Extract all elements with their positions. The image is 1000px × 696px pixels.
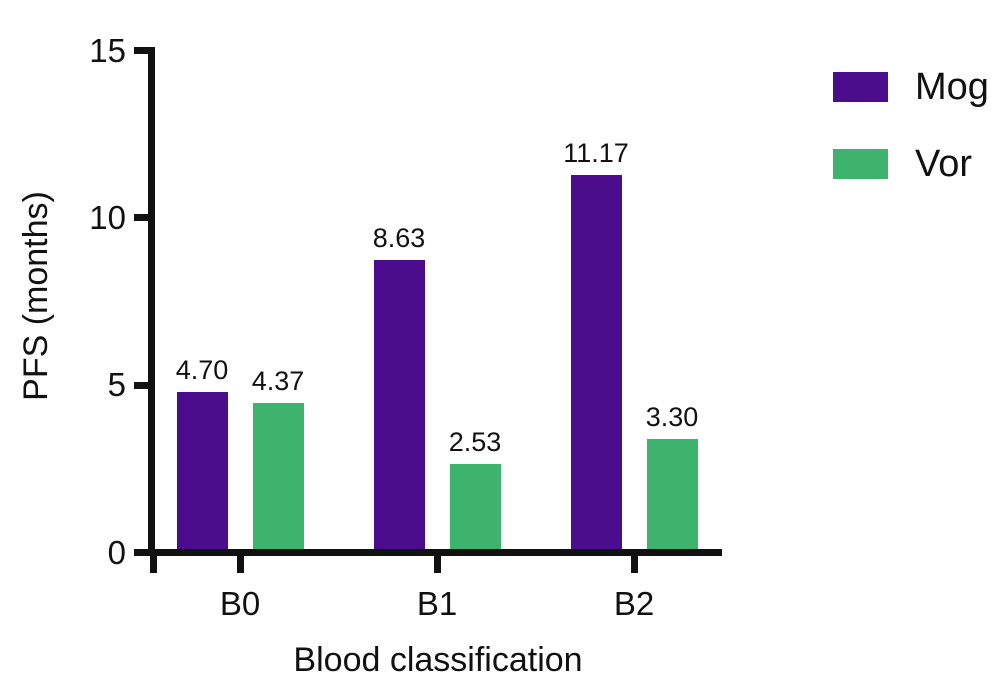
legend-item-mog: Mog xyxy=(833,68,989,106)
x-origin-tick xyxy=(150,556,157,573)
category-label: B2 xyxy=(613,585,655,622)
bar-mog-b2 xyxy=(570,175,622,549)
y-tick-label: 0 xyxy=(107,533,126,571)
y-tick-label: 5 xyxy=(107,366,126,404)
bar-value-label: 2.53 xyxy=(448,427,502,458)
x-tick xyxy=(236,556,244,573)
x-tick xyxy=(433,556,441,573)
y-axis-title: PFS (months) xyxy=(17,191,55,401)
bar-mog-b1 xyxy=(373,260,425,549)
bar-value-label: 8.63 xyxy=(372,223,426,254)
legend-item-vor: Vor xyxy=(833,145,989,183)
legend: Mog Vor xyxy=(833,68,989,222)
bar-vor-b0 xyxy=(252,402,304,549)
bar-vor-b1 xyxy=(449,464,501,549)
y-tick-label: 15 xyxy=(89,31,126,69)
y-tick xyxy=(134,381,148,389)
y-tick xyxy=(134,47,148,54)
legend-label: Mog xyxy=(915,66,989,108)
category-label: B0 xyxy=(219,585,261,622)
y-tick xyxy=(134,214,148,222)
legend-label: Vor xyxy=(915,143,973,185)
bar-value-label: 4.70 xyxy=(175,354,229,385)
bar-vor-b2 xyxy=(646,438,698,549)
bar-mog-b0 xyxy=(176,391,228,549)
x-axis-title: Blood classification xyxy=(293,641,583,679)
bar-value-label: 3.30 xyxy=(645,401,699,432)
x-axis-line xyxy=(134,549,722,556)
bar-value-label: 4.37 xyxy=(251,365,305,396)
y-axis-line xyxy=(148,47,155,556)
x-tick xyxy=(630,556,638,573)
y-tick-label: 10 xyxy=(89,198,126,236)
bar-value-label: 11.17 xyxy=(563,138,629,169)
category-label: B1 xyxy=(416,585,458,622)
legend-swatch-vor xyxy=(833,149,888,179)
legend-swatch-mog xyxy=(833,72,888,102)
